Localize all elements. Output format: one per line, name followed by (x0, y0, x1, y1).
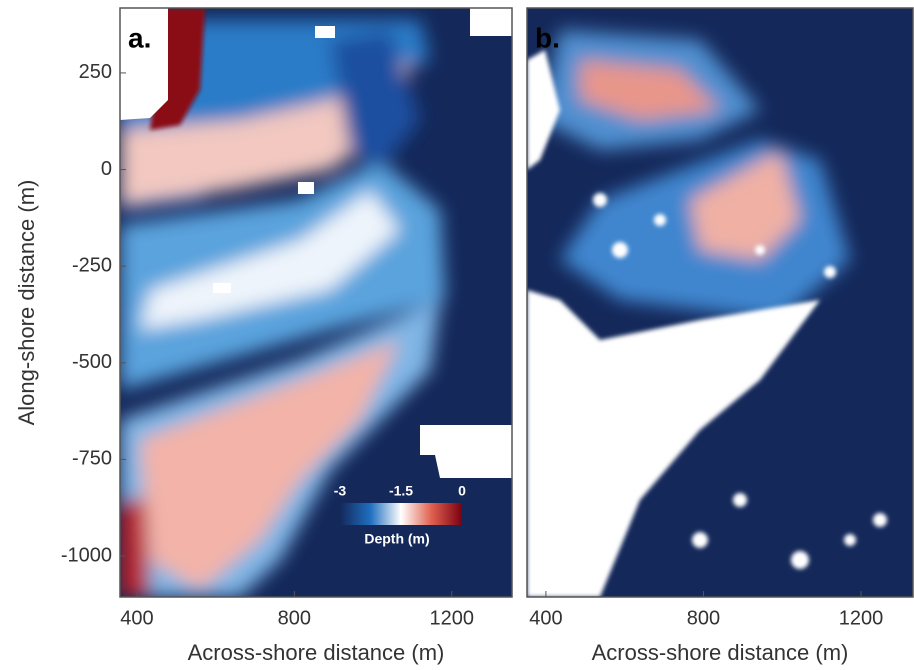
y-tick-label: -500 (72, 351, 112, 373)
y-tick-label: -750 (72, 448, 112, 470)
x-tick-label: 400 (529, 607, 562, 629)
panel-frame (526, 7, 914, 598)
heatmap-b (527, 8, 913, 597)
x-tick-label: 1200 (430, 607, 475, 629)
x-tick-label: 400 (120, 607, 153, 629)
y-axis-label: Along-shore distance (m) (14, 180, 39, 426)
panel-frame (119, 7, 513, 598)
x-axis-label: Across-shore distance (m) (188, 640, 445, 665)
x-tick-label: 800 (687, 607, 720, 629)
y-tick-label: 250 (79, 61, 112, 83)
y-tick-label: -1000 (61, 544, 112, 566)
colorbar-tick-label: -3 (334, 483, 347, 499)
x-tick-label: 800 (278, 607, 311, 629)
panel-label: a. (128, 22, 151, 53)
heatmap-a (120, 8, 512, 597)
x-axis-label: Across-shore distance (m) (592, 640, 849, 665)
colorbar (340, 503, 462, 525)
colorbar-tick-label: -1.5 (389, 483, 413, 499)
y-tick-label: -250 (72, 254, 112, 276)
colorbar-tick-label: 0 (458, 483, 466, 499)
x-tick-label: 1200 (839, 607, 884, 629)
y-tick-label: 0 (101, 158, 112, 180)
panel-label: b. (535, 22, 560, 53)
colorbar-label: Depth (m) (364, 531, 429, 547)
